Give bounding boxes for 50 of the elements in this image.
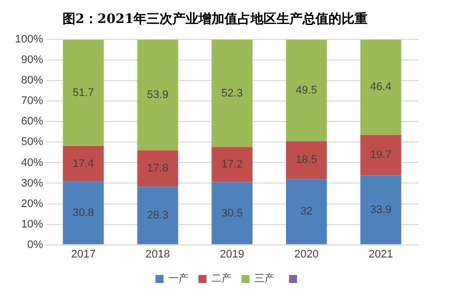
y-tick-label: 0% [27, 238, 44, 251]
bar [62, 40, 104, 146]
y-tick-label: 70% [21, 95, 44, 108]
bar [62, 182, 104, 244]
x-tick-label: 2021 [368, 248, 394, 260]
y-tick-label: 80% [21, 74, 44, 87]
legend-label: 三产 [254, 272, 274, 285]
x-tick-label: 2017 [71, 248, 96, 260]
bar [286, 179, 327, 244]
data-label: 17.2 [221, 158, 243, 171]
data-label: 33.9 [370, 204, 392, 216]
bar [286, 40, 327, 142]
y-tick-label: 30% [21, 177, 44, 190]
data-label: 51.7 [72, 86, 94, 99]
legend-label: 二产 [212, 272, 232, 285]
y-tick-label: 60% [21, 116, 44, 128]
y-tick-label: 10% [21, 218, 44, 230]
data-label: 19.7 [370, 149, 392, 162]
data-label: 53.9 [146, 88, 168, 101]
chart-title: 图2：2021年三次产业增加值占地区生产总值的比重 [62, 11, 368, 28]
bar [360, 40, 402, 135]
y-tick-label: 50% [21, 136, 44, 148]
data-label: 52.3 [221, 87, 243, 100]
y-tick-label: 40% [21, 156, 44, 169]
data-label: 17.8 [146, 162, 168, 174]
data-label: 46.4 [370, 81, 392, 94]
bar [286, 141, 327, 180]
bar [137, 40, 178, 150]
bar [137, 150, 178, 187]
y-tick-label: 100% [14, 34, 44, 46]
x-tick-label: 2019 [220, 248, 244, 260]
data-label: 18.5 [296, 154, 318, 166]
y-tick-label: 90% [21, 54, 44, 66]
bar [212, 182, 253, 244]
data-label: 30.5 [221, 207, 243, 220]
legend-label: 一产 [168, 272, 188, 285]
bar [360, 175, 402, 244]
data-label: 17.4 [72, 158, 94, 170]
x-tick-label: 2020 [294, 248, 319, 260]
x-tick-label: 2018 [145, 248, 170, 260]
data-label: 32 [300, 206, 313, 218]
bar [212, 40, 253, 147]
bar [62, 146, 104, 182]
data-label: 49.5 [296, 84, 318, 96]
bar [137, 186, 178, 244]
y-tick-label: 20% [21, 198, 44, 210]
bar [212, 146, 253, 182]
data-label: 28.3 [146, 210, 168, 222]
data-label: 30.8 [72, 206, 94, 219]
bar [360, 134, 402, 176]
